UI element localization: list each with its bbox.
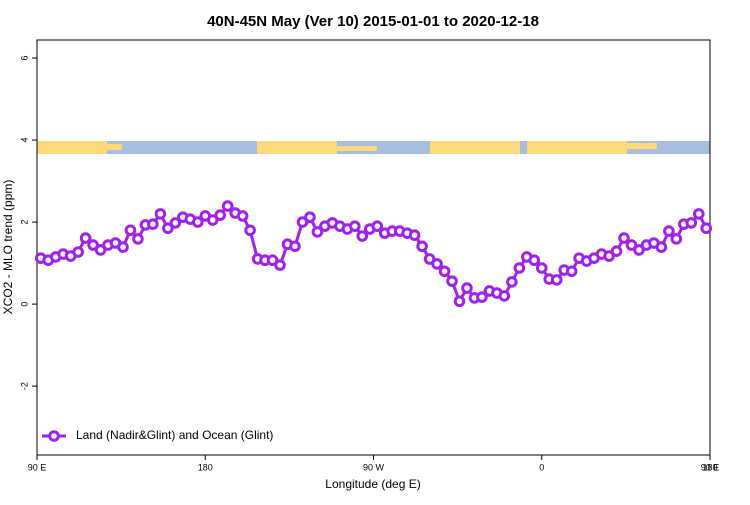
data-point	[603, 250, 615, 262]
data-point	[311, 226, 324, 238]
data-point	[124, 224, 137, 237]
plot-frame	[36, 39, 711, 456]
data-point	[550, 274, 563, 286]
data-point	[371, 220, 384, 232]
data-point	[535, 262, 548, 274]
data-point	[117, 241, 129, 253]
x-axis-label: Longitude (deg E)	[325, 477, 420, 491]
data-point	[446, 275, 458, 287]
data-point	[476, 291, 488, 303]
land-band	[337, 146, 377, 151]
data-point	[304, 211, 316, 223]
land-band	[527, 141, 627, 154]
x-tick-label: 180	[702, 462, 717, 472]
y-axis-label: XCO2 - MLO trend (ppm)	[1, 180, 15, 315]
data-point	[87, 239, 99, 251]
x-tick-label: 90 W	[363, 462, 385, 472]
x-tick-label: 0	[539, 462, 544, 472]
land-ocean-band	[37, 141, 710, 154]
land-band	[257, 141, 337, 154]
y-tick-label: 4	[19, 138, 29, 143]
data-point	[506, 276, 518, 288]
data-point	[289, 240, 301, 253]
data-point	[618, 232, 630, 244]
data-point	[633, 244, 645, 256]
data-point	[162, 222, 174, 235]
data-point	[438, 265, 451, 278]
data-point	[416, 240, 428, 253]
data-point	[94, 244, 107, 256]
data-point	[692, 208, 705, 220]
data-point	[610, 245, 623, 257]
land-band	[37, 141, 107, 154]
legend-marker	[48, 430, 60, 442]
x-tick-label: 90 E	[28, 462, 47, 472]
y-tick-label: 2	[19, 220, 29, 225]
data-point	[236, 210, 249, 222]
data-point	[685, 217, 698, 229]
data-point	[154, 208, 167, 220]
land-band	[627, 143, 657, 149]
data-point	[453, 295, 466, 308]
data-point	[423, 253, 436, 265]
data-point	[498, 290, 511, 302]
data-point	[296, 216, 309, 228]
data-point	[663, 225, 675, 237]
data-point	[72, 246, 84, 258]
y-tick-label: -2	[19, 382, 29, 390]
data-point	[513, 262, 526, 274]
data-point	[132, 233, 144, 245]
data-point	[625, 239, 638, 251]
data-point	[349, 220, 361, 232]
land-band	[107, 144, 122, 150]
data-point	[655, 241, 668, 253]
x-tick-label: 90 E	[701, 462, 720, 472]
data-point	[214, 209, 227, 221]
land-band	[430, 141, 520, 154]
data-point	[461, 282, 473, 294]
data-point	[431, 258, 443, 270]
data-point	[700, 222, 713, 235]
data-point	[565, 265, 578, 278]
data-point	[191, 216, 204, 228]
data-point	[244, 224, 256, 237]
data-point	[266, 254, 279, 267]
data-point	[221, 200, 234, 212]
y-tick-label: 6	[19, 56, 29, 61]
data-point	[147, 218, 159, 230]
x-tick-label: 180	[198, 462, 213, 472]
data-point	[670, 233, 683, 245]
data-point	[79, 232, 92, 244]
data-point	[274, 259, 286, 271]
y-tick-label: 0	[19, 302, 29, 307]
data-point	[356, 230, 369, 242]
chart-title: 40N-45N May (Ver 10) 2015-01-01 to 2020-…	[207, 13, 539, 30]
legend-label: Land (Nadir&Glint) and Ocean (Glint)	[76, 428, 273, 442]
data-point	[169, 217, 182, 229]
data-point	[528, 254, 541, 267]
data-point	[206, 214, 219, 226]
data-point	[408, 229, 421, 241]
